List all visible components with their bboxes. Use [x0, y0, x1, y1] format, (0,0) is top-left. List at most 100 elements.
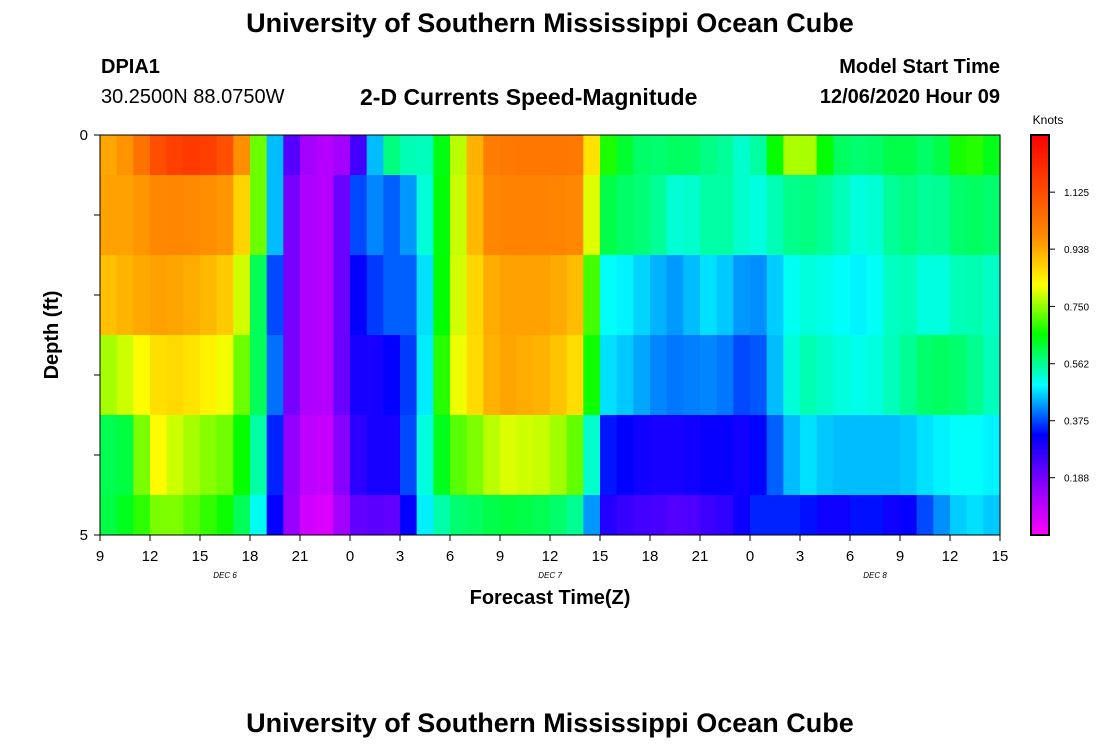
heatmap-cell: [683, 495, 701, 535]
model-start-value: 12/06/2020 Hour 09: [819, 86, 1000, 108]
heatmap-cell: [650, 495, 668, 535]
heatmap-cell: [350, 335, 368, 415]
heatmap-cell: [933, 335, 951, 415]
heatmap-cell: [383, 335, 401, 415]
heatmap-cell: [216, 255, 234, 335]
model-start-label: Model Start Time: [839, 56, 1000, 78]
heatmap-cell: [266, 175, 284, 255]
heatmap-cell: [266, 335, 284, 415]
heatmap-cell: [933, 175, 951, 255]
heatmap-cell: [383, 415, 401, 495]
heatmap-cell: [666, 335, 684, 415]
heatmap-cell: [116, 335, 134, 415]
heatmap-cell: [150, 335, 168, 415]
y-tick-label: 0: [80, 127, 88, 144]
colorbar-title: Knots: [1033, 113, 1064, 127]
x-tick-label: 12: [142, 548, 159, 565]
heatmap-cell: [100, 175, 118, 255]
heatmap-cell: [683, 135, 701, 175]
heatmap-cell: [883, 255, 901, 335]
heatmap-cell: [400, 335, 418, 415]
heatmap-cell: [850, 255, 868, 335]
heatmap-cell: [466, 495, 484, 535]
heatmap-cell: [600, 415, 618, 495]
heatmap-cell: [650, 135, 668, 175]
heatmap-cell: [116, 495, 134, 535]
heatmap-cell: [716, 135, 734, 175]
heatmap-cell: [166, 255, 184, 335]
heatmap-cell: [433, 415, 451, 495]
heatmap-cell: [383, 175, 401, 255]
heatmap-cell: [316, 495, 334, 535]
heatmap-cell: [766, 255, 784, 335]
heatmap-cell: [683, 335, 701, 415]
heatmap-cell: [516, 415, 534, 495]
heatmap-cell: [250, 335, 268, 415]
heatmap-cell: [333, 415, 351, 495]
heatmap-cell: [683, 415, 701, 495]
heatmap-cell: [666, 175, 684, 255]
heatmap-cell: [866, 255, 884, 335]
heatmap-cell: [583, 255, 601, 335]
heatmap-cell: [983, 415, 1001, 495]
x-tick-label: 15: [192, 548, 209, 565]
heatmap-cell: [516, 135, 534, 175]
heatmap-cell: [950, 175, 968, 255]
heatmap-cell: [216, 135, 234, 175]
heatmap-cell: [333, 335, 351, 415]
heatmap-cell: [666, 415, 684, 495]
heatmap-cell: [200, 135, 218, 175]
heatmap-cell: [133, 415, 151, 495]
heatmap-cell: [683, 255, 701, 335]
heatmap-cell: [533, 175, 551, 255]
heatmap-cell: [550, 335, 568, 415]
heatmap-cell: [833, 415, 851, 495]
heatmap-cell: [800, 175, 818, 255]
heatmap-cell: [966, 175, 984, 255]
heatmap-cell: [566, 135, 584, 175]
heatmap-cell: [300, 135, 318, 175]
heatmap-cell: [866, 135, 884, 175]
colorbar: Knots 1.125 0.938 0.750 0.562 0.375 0.188: [1030, 113, 1089, 536]
heatmap-cell: [100, 415, 118, 495]
heatmap-cell: [483, 335, 501, 415]
heatmap-cell: [950, 255, 968, 335]
heatmap-cell: [633, 415, 651, 495]
heatmap-cell: [516, 335, 534, 415]
heatmap-cell: [433, 175, 451, 255]
x-tick-label: 0: [746, 548, 754, 565]
heatmap-cell: [366, 135, 384, 175]
heatmap-cell: [250, 135, 268, 175]
x-tick-label: 6: [446, 548, 454, 565]
x-tick-label: 9: [496, 548, 504, 565]
x-tick-label: 18: [242, 548, 259, 565]
heatmap-cell: [566, 175, 584, 255]
heatmap-cell: [666, 495, 684, 535]
heatmap-cell: [733, 335, 751, 415]
heatmap-cell: [966, 415, 984, 495]
heatmap-cell: [483, 415, 501, 495]
heatmap-cell: [433, 335, 451, 415]
heatmap-cell: [800, 335, 818, 415]
x-axis-label: Forecast Time(Z): [470, 587, 631, 609]
footer-title: University of Southern Mississippi Ocean…: [246, 708, 854, 738]
heatmap-cell: [716, 335, 734, 415]
heatmap-cell: [433, 495, 451, 535]
heatmap-cell: [150, 175, 168, 255]
heatmap-cell: [466, 255, 484, 335]
heatmap-cell: [916, 335, 934, 415]
heatmap-cell: [550, 495, 568, 535]
y-axis: 05: [80, 127, 100, 544]
heatmap-cell: [850, 175, 868, 255]
heatmap-cell: [483, 135, 501, 175]
x-tick-label: 6: [846, 548, 854, 565]
heatmap-cell: [200, 255, 218, 335]
heatmap-cell: [533, 335, 551, 415]
heatmap-cell: [766, 415, 784, 495]
heatmap-cell: [216, 175, 234, 255]
heatmap-cell: [300, 335, 318, 415]
heatmap-cell: [300, 255, 318, 335]
day-label: DEC 6: [213, 571, 237, 580]
heatmap-cell: [883, 175, 901, 255]
heatmap-cell: [816, 335, 834, 415]
